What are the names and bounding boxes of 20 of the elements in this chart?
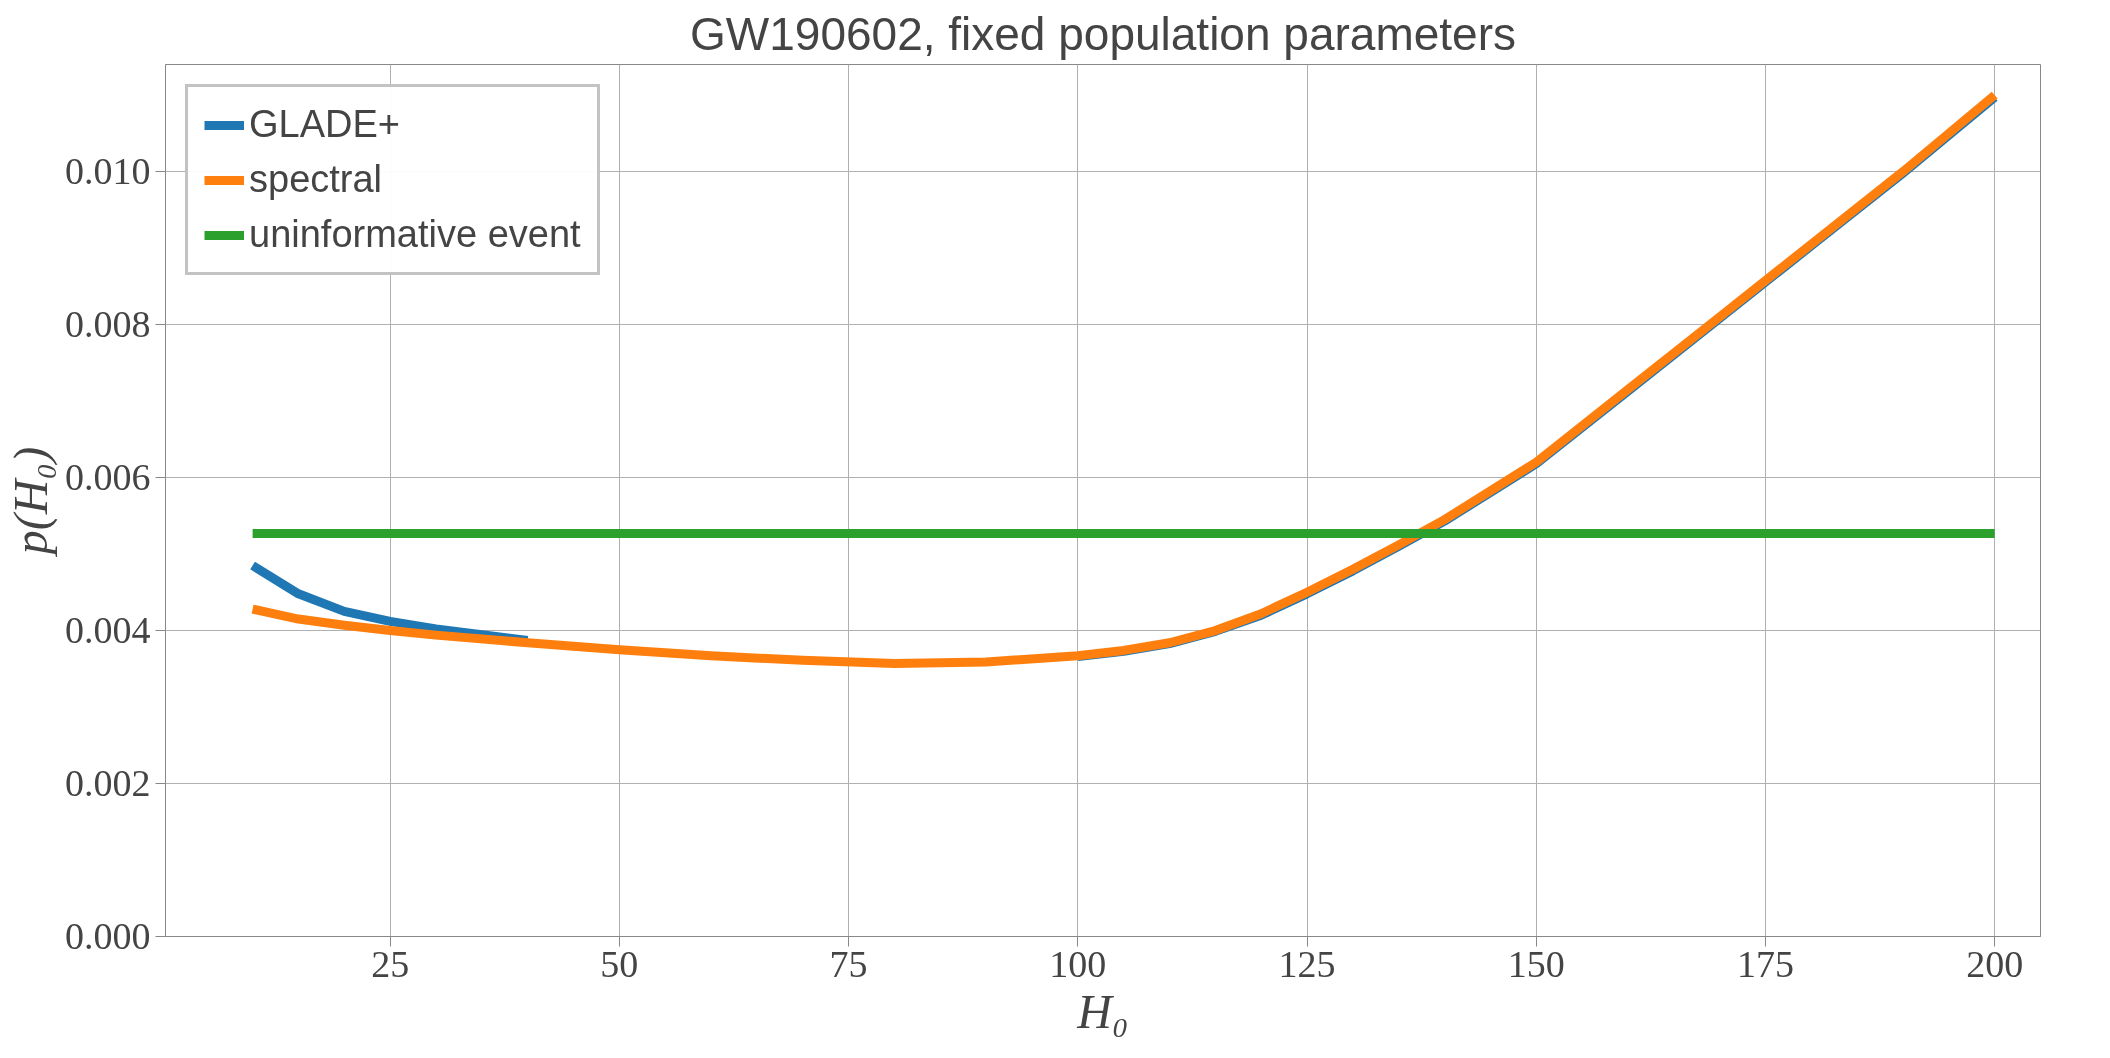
y-axis-title: p(H₀) bbox=[4, 446, 58, 558]
x-tick-label: 75 bbox=[829, 942, 868, 985]
y-tick-label: 0.004 bbox=[65, 609, 151, 652]
legend-label: GLADE+ bbox=[249, 103, 401, 146]
y-tick-label: 0.008 bbox=[65, 303, 151, 346]
x-tick-label: 175 bbox=[1736, 942, 1794, 985]
y-tick-label: 0.010 bbox=[65, 150, 151, 193]
x-tick-label: 100 bbox=[1049, 942, 1107, 985]
x-tick-label: 125 bbox=[1278, 942, 1336, 985]
x-tick-label: 25 bbox=[371, 942, 410, 985]
chart-title: GW190602, fixed population parameters bbox=[690, 7, 1516, 60]
legend-label: spectral bbox=[249, 158, 383, 201]
y-tick-label: 0.000 bbox=[65, 915, 151, 957]
x-axis-title: H₀ bbox=[1076, 984, 1129, 1038]
legend-label: uninformative event bbox=[249, 213, 581, 256]
y-tick-label: 0.006 bbox=[65, 456, 151, 499]
y-tick-label: 0.002 bbox=[65, 762, 151, 805]
x-tick-label: 150 bbox=[1507, 942, 1565, 985]
x-tick-label: 200 bbox=[1966, 942, 2024, 985]
x-tick-label: 50 bbox=[600, 942, 639, 985]
